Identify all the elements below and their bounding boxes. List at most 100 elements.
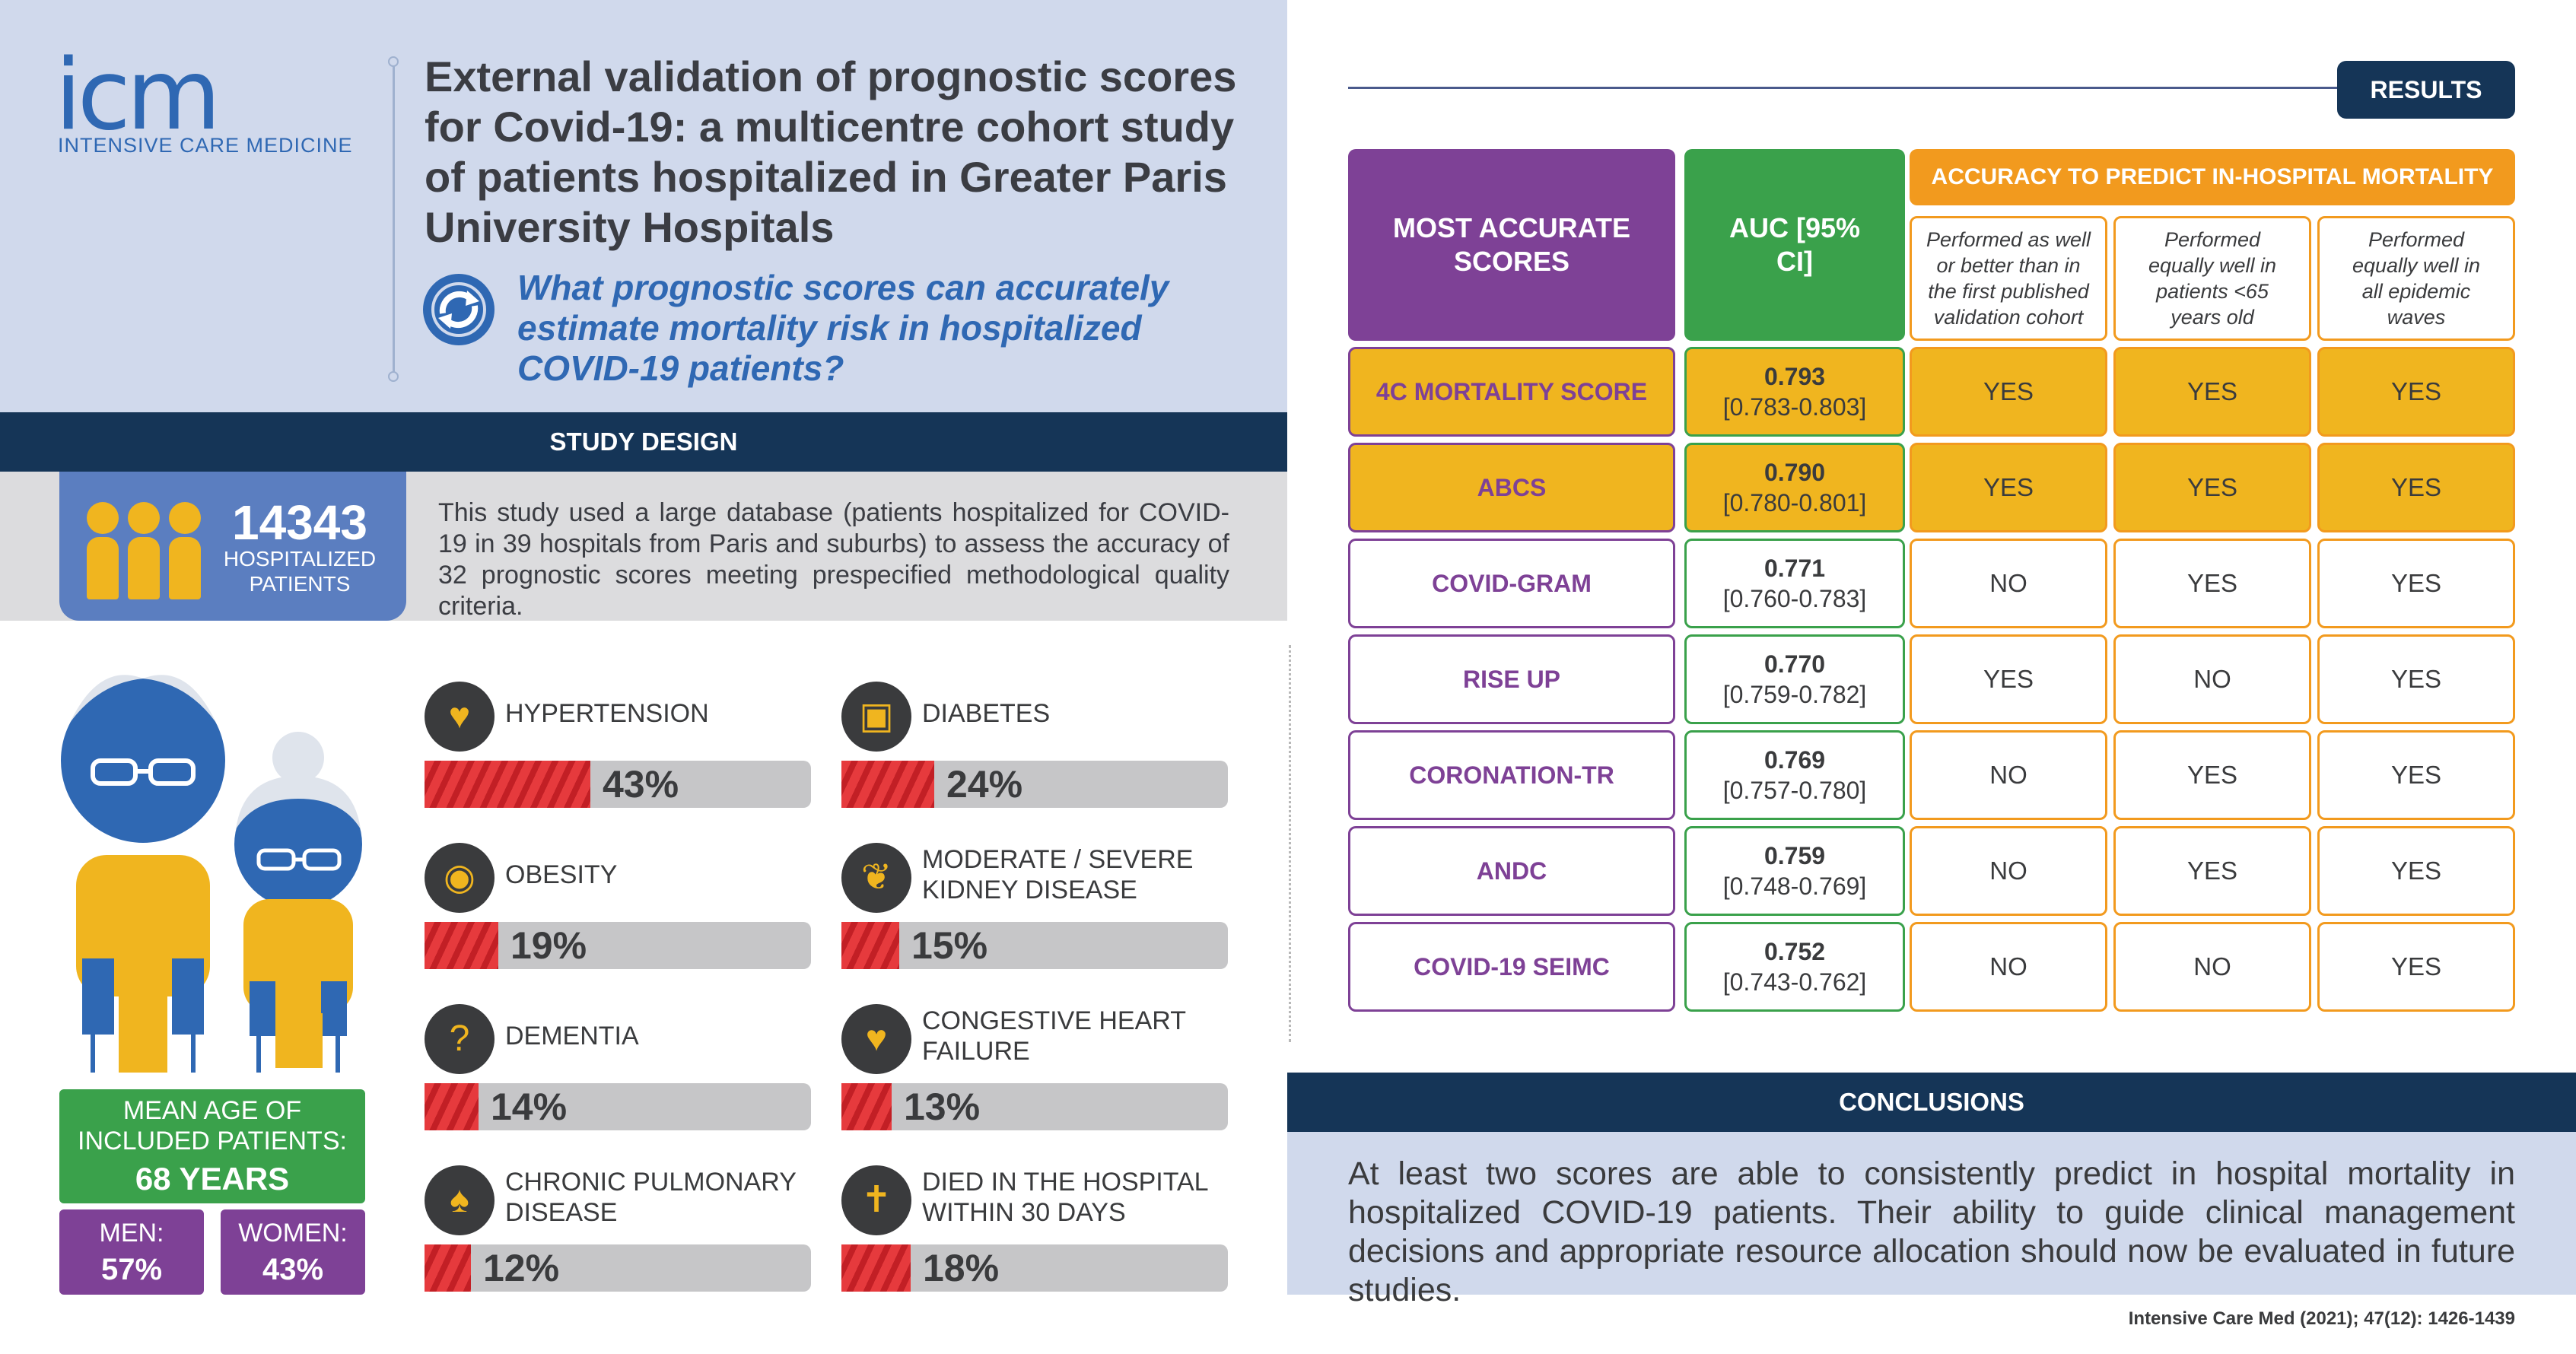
accuracy-cell: NO: [1910, 539, 2107, 628]
comorbidity-label: CONGESTIVE HEART FAILURE: [922, 1006, 1186, 1066]
accuracy-cell: YES: [2113, 826, 2311, 916]
accuracy-cell: YES: [2113, 730, 2311, 820]
auc-cell: 0.790 [0.780-0.801]: [1684, 443, 1905, 532]
auc-ci: [0.760-0.783]: [1722, 585, 1867, 612]
score-name: RISE UP: [1348, 634, 1675, 724]
head-question-icon: ?: [425, 1004, 495, 1074]
results-label: RESULTS: [2337, 61, 2515, 119]
accuracy-cell: NO: [1910, 826, 2107, 916]
comorbidity-bar: 43%: [425, 761, 811, 808]
auc-value: 0.752: [1763, 938, 1826, 965]
results-rule: [1348, 87, 2345, 89]
comorbidity-label: CHRONIC PULMONARY DISEASE: [505, 1168, 797, 1227]
elderly-couple-illustration: [61, 675, 362, 1073]
comorbidity-item: ? DEMENTIA 14%: [425, 1004, 813, 1141]
auc-value: 0.771: [1763, 555, 1826, 582]
comorbidity-label: DIABETES: [922, 699, 1051, 728]
accuracy-cell: YES: [2317, 443, 2515, 532]
comorbidity-bar: 19%: [425, 922, 811, 969]
glucose-meter-icon: ▣: [841, 682, 911, 752]
auc-cell: 0.793 [0.783-0.803]: [1684, 347, 1905, 437]
comorbidity-percent: 24%: [946, 763, 1023, 806]
person-icon: [128, 502, 160, 599]
auc-ci: [0.759-0.782]: [1722, 681, 1867, 708]
subheader-epidemic-waves: Performed equally well in all epidemic w…: [2317, 216, 2515, 341]
comorbidity-label: DEMENTIA: [505, 1022, 639, 1050]
comorbidity-item: ✝ DIED IN THE HOSPITAL WITHIN 30 DAYS 18%: [841, 1165, 1229, 1302]
comorbidity-bar: 13%: [841, 1083, 1228, 1130]
auc-ci: [0.780-0.801]: [1722, 489, 1867, 516]
score-name: ABCS: [1348, 443, 1675, 532]
score-name: COVID-GRAM: [1348, 539, 1675, 628]
age-box: [59, 1089, 365, 1203]
men-label: MEN:: [99, 1219, 164, 1248]
comorbidity-bar: 12%: [425, 1244, 811, 1292]
patients-count: 14343: [232, 495, 367, 550]
auc-cell: 0.769 [0.757-0.780]: [1684, 730, 1905, 820]
subheader-under-65: Performed equally well in patients <65 y…: [2113, 216, 2311, 341]
citation: Intensive Care Med (2021); 47(12): 1426-…: [2128, 1308, 2515, 1329]
comorbidity-bar-fill: [841, 922, 899, 969]
patients-box: [59, 472, 406, 621]
kidney-icon: ❦: [841, 843, 911, 913]
accuracy-cell: YES: [2317, 922, 2515, 1012]
divider: [1289, 645, 1291, 1042]
auc-ci: [0.748-0.769]: [1722, 872, 1867, 900]
comorbidity-bar-fill: [841, 1244, 911, 1292]
auc-cell: 0.752 [0.743-0.762]: [1684, 922, 1905, 1012]
men-box: MEN: 57%: [59, 1209, 204, 1295]
comorbidity-bar: 24%: [841, 761, 1228, 808]
accuracy-cell: YES: [2317, 539, 2515, 628]
women-label: WOMEN:: [238, 1219, 348, 1248]
comorbidity-bar-fill: [425, 922, 498, 969]
men-value: 57%: [100, 1253, 163, 1286]
auc-cell: 0.770 [0.759-0.782]: [1684, 634, 1905, 724]
accuracy-cell: YES: [2317, 634, 2515, 724]
study-design-heading: STUDY DESIGN: [0, 412, 1287, 472]
comorbidity-item: ❦ MODERATE / SEVERE KIDNEY DISEASE 15%: [841, 843, 1229, 980]
icm-logo: icm: [55, 39, 221, 152]
conclusions-band: [1287, 1132, 2576, 1295]
person-icon: [87, 502, 119, 599]
women-box: WOMEN: 43%: [221, 1209, 365, 1295]
age-value: 68 YEARS: [135, 1161, 290, 1197]
comorbidity-bar-fill: [425, 1083, 479, 1130]
heart-pulse-icon: ♥: [425, 682, 495, 752]
accuracy-cell: YES: [2113, 443, 2311, 532]
auc-cell: 0.771 [0.760-0.783]: [1684, 539, 1905, 628]
auc-value: 0.769: [1763, 746, 1826, 774]
accuracy-cell: YES: [1910, 443, 2107, 532]
page-title: External validation of prognostic scores…: [425, 52, 1237, 251]
comorbidity-percent: 12%: [483, 1247, 560, 1289]
accuracy-cell: YES: [2113, 539, 2311, 628]
comorbidity-bar-fill: [841, 1083, 892, 1130]
comorbidity-bar-fill: [425, 761, 590, 808]
auc-value: 0.770: [1763, 650, 1826, 678]
person-icon: [169, 502, 201, 599]
comorbidity-label: HYPERTENSION: [505, 699, 709, 728]
comorbidity-bar: 18%: [841, 1244, 1228, 1292]
research-question: What prognostic scores can accurately es…: [517, 268, 1169, 388]
auc-value: 0.790: [1763, 459, 1826, 486]
age-label: MEAN AGE OF INCLUDED PATIENTS:: [78, 1096, 347, 1155]
accuracy-cell: YES: [2113, 347, 2311, 437]
comorbidity-percent: 15%: [911, 924, 988, 967]
comorbidity-bar: 14%: [425, 1083, 811, 1130]
comorbidity-label: OBESITY: [505, 860, 618, 889]
comorbidity-bar-fill: [425, 1244, 471, 1292]
women-value: 43%: [262, 1253, 324, 1286]
accuracy-cell: NO: [1910, 730, 2107, 820]
col-header-accuracy: ACCURACY TO PREDICT IN-HOSPITAL MORTALIT…: [1910, 149, 2515, 205]
score-name: COVID-19 SEIMC: [1348, 922, 1675, 1012]
lungs-icon: ♠: [425, 1165, 495, 1235]
comorbidity-label: DIED IN THE HOSPITAL WITHIN 30 DAYS: [922, 1168, 1208, 1227]
auc-ci: [0.757-0.780]: [1722, 777, 1867, 804]
auc-value: 0.793: [1763, 363, 1826, 390]
accuracy-cell: YES: [1910, 347, 2107, 437]
accuracy-cell: NO: [2113, 634, 2311, 724]
comorbidity-item: ▣ DIABETES 24%: [841, 682, 1229, 818]
header-panel: [0, 0, 1287, 412]
auc-ci: [0.783-0.803]: [1722, 393, 1867, 421]
comorbidity-item: ♥ CONGESTIVE HEART FAILURE 13%: [841, 1004, 1229, 1141]
comorbidity-percent: 19%: [510, 924, 587, 967]
